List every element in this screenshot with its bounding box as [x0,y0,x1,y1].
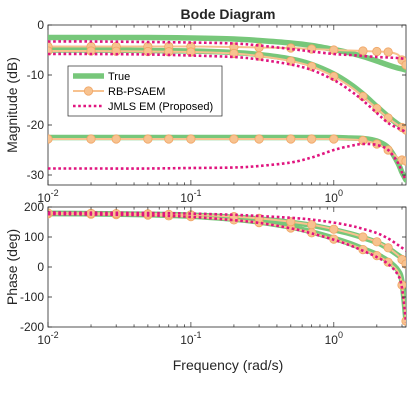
legend-label-jmls-em: JMLS EM (Proposed) [108,101,213,113]
phase-series-group [48,208,406,326]
series-line-jmls-em-proposed-magnitude-2 [48,52,406,134]
series-line-true-magnitude-1 [48,34,406,73]
x-axis-label: Frequency (rad/s) [173,357,283,373]
x-tick-label: 10-1 [180,330,201,347]
x-tick-label: 100 [325,330,343,347]
legend-entry-true: True [73,71,130,83]
marker-rb-psaem-magnitude-3-3 [143,134,153,144]
marker-rb-psaem-magnitude-3-2 [111,134,121,144]
y-tick-label: 0 [37,260,44,274]
marker-rb-psaem-phase-2-11 [358,232,368,242]
magnitude-y-ticks: 0 -10 -20 -30 [27,18,406,182]
y-tick-label: 200 [24,200,44,214]
phase-axes-box [47,206,407,328]
magnitude-y-label: Magnitude (dB) [4,57,20,153]
x-tick-label: 10-2 [37,330,58,347]
legend-entry-rb-psaem: RB-PSAEM [73,86,165,98]
y-tick-label: 100 [24,230,44,244]
y-tick-label: -100 [20,290,44,304]
x-tick-label: 10-1 [180,188,201,205]
marker-rb-psaem-phase-2-8 [286,217,296,227]
marker-rb-psaem-magnitude-3-0 [48,134,53,144]
y-tick-label: -30 [27,168,45,182]
x-tick-label: 100 [325,188,343,205]
marker-rb-psaem-magnitude-3-8 [286,134,296,144]
magnitude-x-ticks: 10-2 10-1 100 [37,25,403,205]
marker-rb-psaem-phase-2-13 [383,243,393,253]
y-tick-label: -200 [20,320,44,334]
marker-rb-psaem-magnitude-3-6 [229,134,239,144]
marker-rb-psaem-magnitude-1-11 [358,46,368,56]
legend-marker-rb-psaem [83,86,94,96]
marker-rb-psaem-phase-2-15 [401,259,406,269]
series-line-jmls-em-proposed-magnitude-3 [48,142,406,181]
legend-label-rb-psaem: RB-PSAEM [108,86,165,98]
marker-rb-psaem-phase-2-12 [372,237,382,247]
x-tick-label: 10-2 [37,188,58,205]
marker-rb-psaem-magnitude-3-4 [164,134,174,144]
phase-y-label: Phase (deg) [4,229,20,305]
magnitude-series-group [48,34,406,183]
legend: True RB-PSAEM JMLS EM (Proposed) [67,65,223,117]
y-tick-label: -20 [27,118,45,132]
marker-rb-psaem-phase-2-10 [329,224,339,234]
chart-title: Bode Diagram [181,6,276,22]
y-tick-label: -10 [27,68,45,82]
marker-rb-psaem-magnitude-3-9 [307,134,317,144]
y-tick-label: 0 [37,18,44,32]
marker-rb-psaem-phase-2-9 [307,220,317,230]
legend-label-true: True [108,71,130,83]
marker-rb-psaem-magnitude-3-1 [86,134,96,144]
series-line-jmls-em-proposed-phase-1 [48,212,406,323]
marker-rb-psaem-magnitude-1-13 [383,47,393,57]
legend-entry-jmls-em: JMLS EM (Proposed) [73,101,213,113]
phase-y-ticks: 200 100 0 -100 -200 [20,200,406,334]
series-line-jmls-em-proposed-phase-2 [48,211,406,252]
marker-rb-psaem-magnitude-3-5 [186,134,196,144]
phase-x-ticks: 10-2 10-1 100 [37,207,403,347]
marker-rb-psaem-magnitude-3-10 [329,134,339,144]
marker-rb-psaem-magnitude-1-15 [401,60,406,70]
marker-rb-psaem-magnitude-3-15 [401,156,406,166]
marker-rb-psaem-magnitude-1-12 [372,46,382,57]
marker-rb-psaem-magnitude-3-7 [254,134,264,144]
phase-panel: 200 100 0 -100 -200 10-2 10-1 100 Phase (deg) [4,200,407,347]
